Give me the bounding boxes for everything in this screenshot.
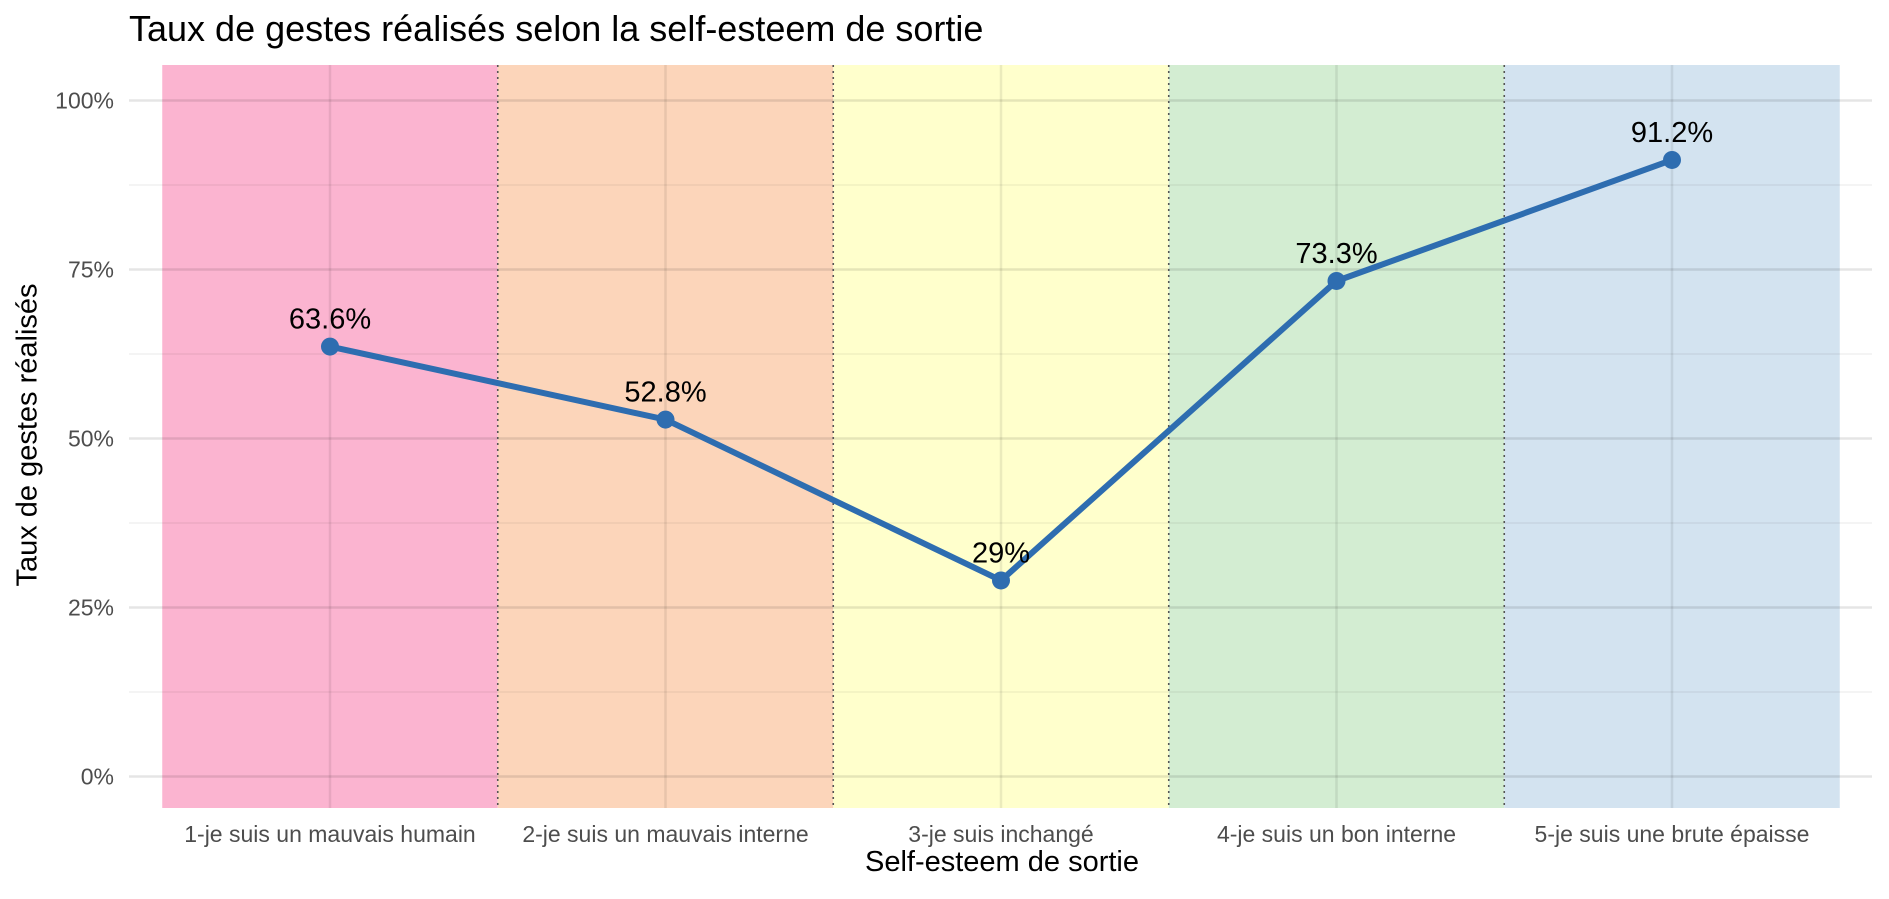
category-band — [833, 65, 1169, 808]
y-tick-label: 75% — [68, 257, 114, 283]
data-labels: 63.6% 52.8% 29% 73.3% 91.2% — [289, 117, 1713, 569]
data-point — [656, 410, 675, 429]
x-tick-label: 4-je suis un bon interne — [1217, 821, 1456, 847]
data-point — [1327, 271, 1346, 290]
category-separators — [496, 65, 1506, 808]
category-bands — [162, 65, 1840, 808]
y-tick-label: 25% — [68, 595, 114, 621]
x-tick-label: 1-je suis un mauvais humain — [184, 821, 475, 847]
y-tick-labels: 0% 25% 50% 75% 100% — [55, 88, 114, 790]
data-point — [1663, 150, 1681, 169]
chart-title: Taux de gestes réalisés selon la self-es… — [129, 8, 984, 49]
x-axis-label: Self-esteem de sortie — [864, 846, 1139, 878]
data-point — [321, 337, 339, 356]
x-tick-label: 5-je suis une brute épaisse — [1535, 821, 1810, 847]
y-tick-label: 0% — [81, 764, 114, 790]
grid-lines — [129, 65, 1872, 808]
data-label: 29% — [972, 537, 1030, 569]
category-band — [162, 65, 498, 808]
x-tick-label: 2-je suis un mauvais interne — [522, 821, 808, 847]
x-tick-labels: 1-je suis un mauvais humain 2-je suis un … — [184, 821, 1809, 847]
y-tick-label: 50% — [68, 426, 114, 452]
y-tick-label: 100% — [55, 88, 114, 114]
data-label: 52.8% — [624, 377, 706, 409]
data-label: 73.3% — [1295, 238, 1377, 270]
category-band — [1168, 65, 1505, 808]
category-band — [1504, 65, 1840, 808]
data-point — [992, 571, 1010, 590]
category-band — [497, 65, 834, 808]
series — [321, 150, 1681, 590]
data-label: 63.6% — [289, 304, 371, 336]
x-tick-label: 3-je suis inchangé — [908, 821, 1093, 847]
data-label: 91.2% — [1631, 117, 1713, 149]
